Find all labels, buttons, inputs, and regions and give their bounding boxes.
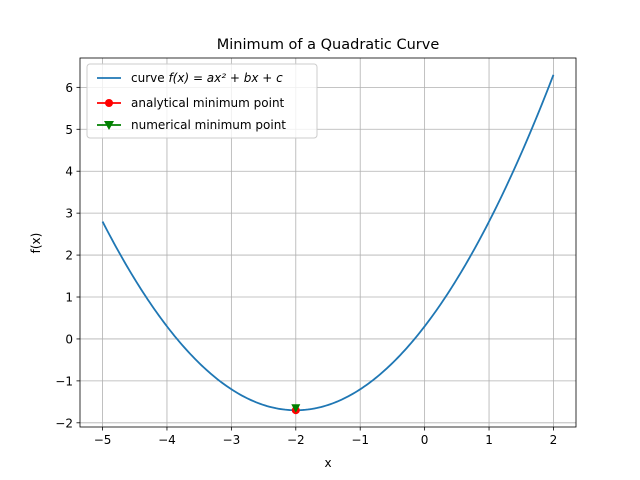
legend: curve f(x) = ax² + bx + c analytical min… <box>86 63 318 139</box>
y-tick-label: −2 <box>55 416 73 430</box>
curve-line <box>101 74 555 412</box>
x-axis-label: x <box>324 456 331 470</box>
plot-frame <box>79 57 577 428</box>
x-tick-label: −2 <box>287 433 305 447</box>
legend-curve-prefix: curve <box>131 71 168 85</box>
x-tick-label: −1 <box>351 433 369 447</box>
y-tick-label: 0 <box>65 332 73 346</box>
x-axis-ticks: −5 −4 −3 −2 −1 0 1 2 <box>94 427 558 447</box>
legend-box <box>86 63 318 139</box>
y-tick-label: 2 <box>65 249 73 263</box>
legend-curve-label: curve f(x) = ax² + bx + c <box>131 71 283 85</box>
x-tick-label: 2 <box>550 433 558 447</box>
numerical-minimum-marker <box>291 404 301 413</box>
x-tick-label: −4 <box>158 433 176 447</box>
chart-title: Minimum of a Quadratic Curve <box>217 37 440 53</box>
x-tick-label: 1 <box>485 433 493 447</box>
x-tick-label: 0 <box>421 433 429 447</box>
legend-curve-formula: f(x) = ax² + bx + c <box>168 71 283 85</box>
x-tick-label: −3 <box>223 433 241 447</box>
x-tick-label: −5 <box>94 433 112 447</box>
y-tick-label: 4 <box>65 165 73 179</box>
legend-numerical-marker <box>104 121 114 130</box>
legend-analytical-marker <box>105 99 113 107</box>
y-tick-label: −1 <box>55 374 73 388</box>
y-tick-label: 5 <box>65 123 73 137</box>
y-tick-label: 6 <box>65 81 73 95</box>
y-tick-label: 1 <box>65 291 73 305</box>
legend-analytical-label: analytical minimum point <box>131 96 285 110</box>
y-tick-label: 3 <box>65 207 73 221</box>
legend-numerical-label: numerical minimum point <box>131 118 286 132</box>
y-axis-label: f(x) <box>29 233 43 254</box>
y-axis-ticks: −2 −1 0 1 2 3 4 5 6 <box>55 81 80 430</box>
minimum-markers <box>291 404 301 415</box>
